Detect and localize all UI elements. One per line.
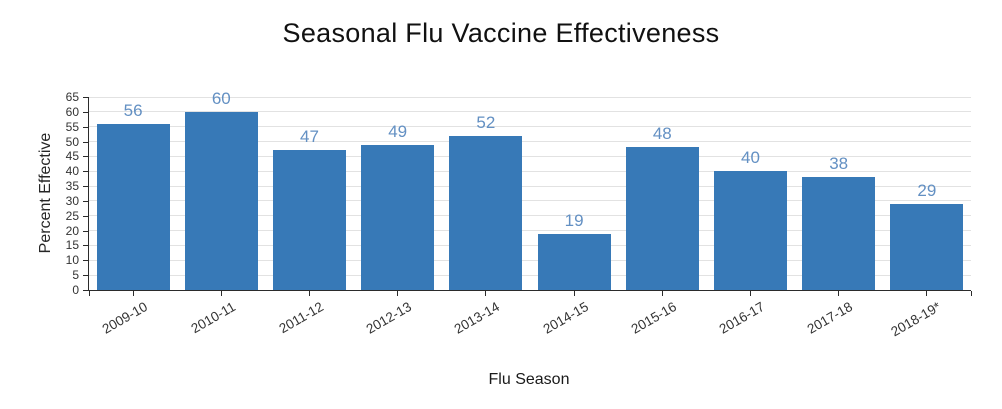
x-tick-mark: [838, 291, 840, 296]
y-tick-label: 0: [72, 283, 79, 297]
y-tick-label: 45: [65, 149, 79, 164]
y-tick-mark: [83, 200, 88, 202]
x-tick-mark: [750, 291, 751, 296]
y-tick-mark: [83, 215, 88, 217]
bar-value-label: 60: [211, 88, 231, 108]
gridline: [89, 274, 971, 276]
x-tick-label: 2014-15: [540, 299, 591, 337]
bar-value-label: 47: [300, 127, 319, 147]
y-tick-mark: [83, 171, 88, 173]
y-tick-label: 20: [65, 223, 79, 238]
y-tick-label: 50: [65, 134, 79, 149]
y-tick-label: 10: [65, 253, 79, 268]
bar: [273, 150, 346, 290]
x-tick-mark: [926, 291, 928, 296]
x-tick-mark: [220, 291, 222, 296]
y-tick-mark: [83, 126, 88, 128]
y-tick-mark: [83, 186, 88, 188]
bar: [449, 135, 523, 290]
gridline: [89, 215, 971, 217]
bar: [361, 144, 435, 290]
x-tick-label: 2012-13: [363, 299, 415, 337]
bar: [184, 111, 258, 290]
bar: [96, 123, 170, 290]
gridline: [89, 155, 971, 157]
y-tick-mark: [83, 97, 88, 98]
bar: [802, 177, 876, 290]
y-tick-mark: [83, 245, 88, 247]
bar: [537, 233, 611, 290]
x-tick-label: 2016-17: [716, 299, 767, 337]
bar-value-label: 38: [829, 154, 849, 174]
bar-value-label: 19: [564, 210, 584, 230]
gridline: [89, 244, 971, 246]
x-tick-mark: [485, 291, 487, 296]
x-tick-mark: [661, 291, 663, 296]
bar: [625, 147, 699, 290]
gridline: [89, 126, 971, 128]
gridline: [89, 230, 971, 232]
y-tick-label: 30: [65, 193, 79, 208]
y-tick-mark: [83, 141, 88, 143]
y-tick-mark: [83, 260, 88, 262]
y-tick-label: 5: [72, 268, 79, 283]
x-tick-label: 2015-16: [628, 299, 679, 337]
y-tick-label: 60: [65, 104, 79, 119]
x-tick-mark: [573, 291, 575, 296]
y-tick-label: 15: [65, 238, 79, 253]
x-tick-mark: [397, 291, 399, 296]
gridline: [89, 96, 971, 98]
y-tick-mark: [83, 111, 88, 113]
y-tick-mark: [83, 275, 88, 277]
bar-value-label: 29: [917, 180, 937, 200]
y-tick-label: 25: [65, 208, 79, 223]
gridline: [89, 200, 971, 202]
x-axis-title: Flu Season: [488, 371, 570, 388]
bar-value-label: 40: [741, 148, 760, 168]
x-tick-label: 2017-18: [804, 299, 856, 337]
gridline: [89, 185, 971, 187]
bar: [714, 171, 787, 290]
plot-area: 2009-10 2010-11 2011-12 2012-13 2013-14 2014-…: [66, 89, 972, 339]
y-tick-mark: [83, 156, 88, 158]
x-tick-mark: [132, 291, 134, 296]
bar-value-label: 56: [123, 100, 143, 120]
x-axis-end-tick: [88, 291, 90, 296]
bar: [890, 203, 964, 290]
x-axis-end-tick: [970, 291, 972, 296]
x-tick-mark: [309, 291, 310, 296]
y-tick-mark: [83, 230, 88, 232]
gridline: [89, 259, 971, 261]
chart-title: Seasonal Flu Vaccine Effectiveness: [282, 18, 720, 48]
x-tick-label: 2011-12: [276, 299, 326, 337]
bar-value-label: 48: [652, 124, 672, 144]
x-tick-label: 2010-11: [188, 299, 238, 337]
bar-value-label: 49: [388, 121, 408, 141]
y-tick-label: 65: [65, 90, 79, 104]
gridline: [89, 141, 971, 143]
y-tick-label: 40: [65, 164, 79, 179]
y-tick-label: 55: [65, 119, 79, 134]
bar-value-label: 52: [476, 112, 496, 132]
y-tick-label: 35: [65, 179, 79, 194]
x-tick-label: 2018-19*: [888, 299, 944, 340]
y-tick-mark: [83, 290, 88, 291]
gridline: [89, 170, 971, 172]
gridline: [89, 111, 971, 113]
x-tick-label: 2009-10: [99, 299, 150, 337]
x-tick-label: 2013-14: [451, 299, 503, 337]
